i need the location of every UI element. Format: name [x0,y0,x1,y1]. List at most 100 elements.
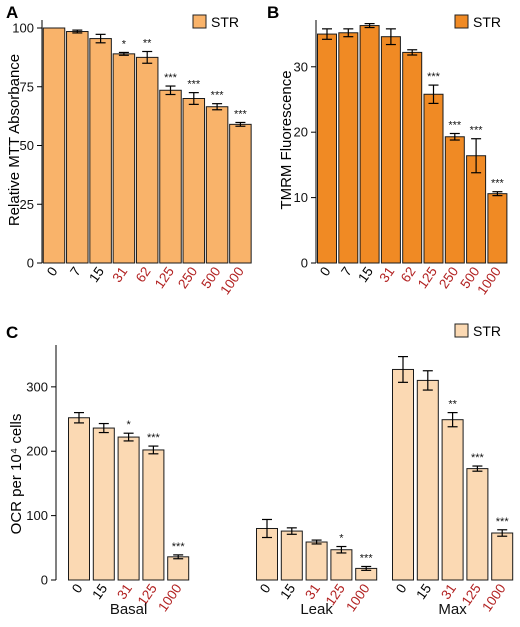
panel-b-y-tick-label: 20 [294,125,308,140]
panel-a-legend: STR [192,14,239,30]
panel-b-bar [359,25,380,264]
panel-a-x-tick-label: 15 [86,264,107,285]
panel-label-a: A [6,3,18,22]
panel-a-x-tick-label: 1000 [217,264,247,297]
panel-c-x-tick-label: 31 [438,581,459,602]
panel-b-bar [487,193,508,264]
panel-b-x-tick-label: 62 [398,264,419,285]
panel-b-significance-label: *** [470,125,484,137]
panel-b-bar [380,36,401,264]
panel-b-x-tick-label: 250 [436,264,461,291]
panel-c-legend: STR [454,323,501,339]
panel-b-bar [444,136,465,264]
panel-a-legend-label: STR [211,14,239,30]
panel-a-y-tick-label: 75 [20,79,34,94]
panel-c-x-tick-label: 0 [69,581,86,596]
panel-b-x-tick-label: 31 [376,264,397,285]
panel-a-significance-label: *** [211,90,225,102]
panel-a-bar [229,123,252,264]
panel-a-legend-swatch [192,14,207,29]
panel-c-y-axis-label: OCR per 10⁴ cells [8,414,25,535]
panel-b-legend-label: STR [473,14,501,30]
panel-b-x-tick-label: 15 [355,264,376,285]
panel-c-legend-label: STR [473,323,501,339]
panel-c-significance-label: *** [360,552,374,564]
panel-c-significance-label: *** [471,452,485,464]
panel-c-x-tick-label: 0 [257,581,274,596]
panel-c-bar [142,449,165,581]
panel-c-x-tick-label: 15 [89,581,110,602]
panel-c-bar [117,436,140,581]
panel-c-group-label: Leak [300,601,333,618]
panel-b-legend: STR [454,14,501,30]
panel-c-y-tick-label: 300 [26,379,48,394]
panel-c-significance-label: *** [496,516,510,528]
panel-b-significance-label: *** [491,178,505,190]
panel-b-y-axis-label: TMRM Fluorescence [278,70,295,209]
panel-c-x-tick-label: 15 [277,581,298,602]
panel-c-bar [68,417,90,581]
panel-a-x-tick-label: 62 [133,264,154,285]
panel-a-bar [89,38,112,264]
panel-b-legend-swatch [454,14,469,29]
panel-c-bar [416,379,439,581]
panel-c-significance-label: ** [448,399,457,411]
panel-a-x-tick-label: 31 [109,264,130,285]
panel-c-x-tick-label: 15 [413,581,434,602]
panel-c-bar [441,419,464,581]
panel-a-bar [205,106,229,264]
panel-b-y-tick-label: 30 [294,59,308,74]
panel-b-bar [317,33,337,264]
panel-b-x-tick-label: 0 [317,264,334,279]
panel-a-y-tick-label: 0 [27,256,34,271]
panel-label-b: B [267,3,279,22]
panel-c-bar [330,549,353,581]
panel-c-x-tick-label: 0 [393,581,410,596]
panel-a-bar [112,53,136,264]
panel-b-x-tick-label: 1000 [474,264,504,297]
panel-c-significance-label: * [126,419,131,431]
panel-a-y-tick-label: 25 [20,197,34,212]
panel-a: A Relative MTT Absorbance 0 25 50 75 1000 7 15… [6,3,252,297]
panel-a-x-tick-label: 7 [67,264,84,279]
panel-c-significance-label: *** [172,541,186,553]
panel-c-group-label: Basal [110,601,148,618]
panel-a-significance-label: * [122,38,127,50]
panel-a-y-tick-label: 50 [20,138,34,153]
panel-b-y-tick-label: 0 [301,256,308,271]
panel-c-y-tick-label: 200 [26,444,48,459]
panel-c-x-tick-label: 1000 [155,581,185,614]
panel-a-y-axis-label: Relative MTT Absorbance [6,54,23,226]
panel-c-bar [167,556,190,581]
panel-b-bar [402,51,423,264]
panel-a-bar [159,89,182,264]
panel-c-x-tick-label: 1000 [479,581,509,614]
panel-a-bar [182,98,206,264]
panel-b-significance-label: *** [448,119,462,131]
panel-a-significance-label: *** [234,108,248,120]
panel-b-x-tick-label: 125 [415,264,440,291]
panel-a-bar [42,27,66,264]
panel-b-y-tick-label: 10 [294,190,308,205]
panel-a-x-tick-label: 0 [44,264,61,279]
panel-b-x-tick-label: 7 [338,264,355,279]
panel-c-bar [305,541,328,581]
panel-c-x-tick-label: 31 [114,581,135,602]
panel-a-bar [66,31,89,264]
panel-a-x-tick-label: 250 [175,264,200,291]
panel-c-significance-label: * [339,533,344,545]
panel-c-y-tick-label: 0 [41,573,48,588]
panel-c-legend-swatch [454,323,469,338]
panel-a-bar [135,56,159,264]
panel-b-significance-label: *** [427,71,441,83]
panel-c-significance-label: *** [147,432,161,444]
panel-c-x-tick-label: 31 [302,581,323,602]
panel-c-bar [92,427,115,581]
panel-a-significance-label: ** [143,38,152,50]
panel-c-group-label: Max [438,601,467,618]
panel-c-bar [491,532,514,581]
panel-c-bar [392,368,414,581]
